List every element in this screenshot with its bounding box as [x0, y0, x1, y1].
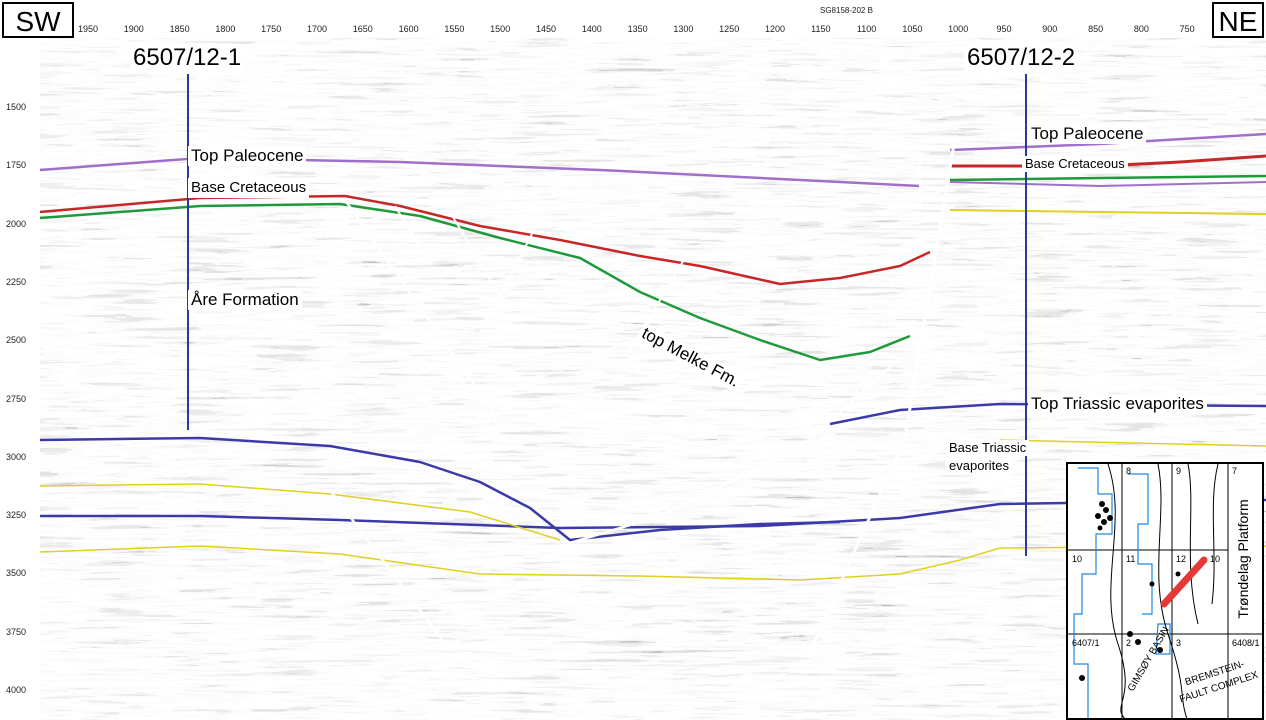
x-tick-label: 1050: [902, 24, 923, 34]
y-tick-label: 1500: [6, 102, 27, 112]
right-purple-horizon: [949, 181, 1266, 187]
x-tick-label: 1400: [581, 24, 602, 34]
yellow-horizon-3: [999, 439, 1266, 447]
map-block-10b: 10: [1210, 554, 1221, 564]
x-tick-label: 1600: [398, 24, 419, 34]
x-tick-label: 1250: [719, 24, 740, 34]
y-tick-label: 2000: [6, 218, 27, 229]
map-block-3: 3: [1176, 638, 1182, 648]
sw-corner-label: SW: [2, 2, 74, 38]
base-cretaceous-horizon-left: [39, 194, 931, 286]
x-tick-label: 1850: [169, 24, 190, 34]
x-tick-label: 1950: [77, 24, 99, 34]
ne-corner-label: NE: [1212, 2, 1264, 38]
fault-3: [449, 211, 536, 297]
x-tick-label: 1750: [261, 24, 282, 34]
x-tick-label: 1350: [627, 24, 648, 34]
label-top-paleocene-left: Top Paleocene: [188, 146, 307, 166]
map-block-8: 8: [1126, 466, 1132, 476]
map-block-6407-1: 6407/1: [1072, 638, 1100, 648]
label-base-cretaceous-right: Base Cretaceous: [1022, 156, 1128, 172]
map-block-11: 11: [1126, 554, 1136, 564]
x-tick-label: 800: [1133, 24, 1149, 34]
x-tick-label: 1300: [673, 24, 694, 34]
x-tick-label: 1450: [535, 24, 557, 34]
x-tick-label: 1650: [352, 24, 373, 34]
x-tick-label: 1900: [123, 24, 144, 34]
map-block-9: 9: [1176, 466, 1182, 476]
map-platform-label: Trøndelag Platform: [1235, 499, 1251, 619]
x-tick-label: 900: [1042, 24, 1058, 34]
well-label-6507-12-2: 6507/12-2: [964, 44, 1079, 72]
fault-2: [394, 205, 431, 265]
x-tick-label: 750: [1179, 24, 1195, 34]
y-tick-label: 2750: [6, 393, 27, 404]
x-tick-label: 950: [996, 24, 1012, 34]
map-block-12: 12: [1176, 554, 1187, 564]
y-tick-label: 2250: [6, 276, 27, 287]
label-top-paleocene-right: Top Paleocene: [1028, 124, 1147, 144]
map-block-10a: 10: [1072, 554, 1083, 564]
label-are-formation: Åre Formation: [188, 290, 302, 310]
yellow-horizon-1: [39, 483, 561, 541]
label-base-cretaceous-left: Base Cretaceous: [188, 178, 310, 198]
inset-location-map: 8 9 7 10 11 12 10 6407/1 2 3 6408/1 GIMS…: [1066, 462, 1264, 720]
top-paleocene-horizon-left: [39, 156, 921, 188]
x-tick-label: 1200: [764, 24, 786, 34]
x-tick-label: 1000: [948, 24, 969, 34]
y-tick-label: 1750: [6, 160, 27, 171]
right-yellow-horizon-upper: [949, 209, 1266, 215]
y-tick-label: 2500: [6, 335, 27, 346]
yellow-horizon-2: [39, 545, 1266, 581]
x-tick-label: 1150: [811, 24, 831, 34]
x-tick-label: 1550: [444, 24, 465, 34]
map-block-6408-1: 6408/1: [1232, 638, 1260, 648]
y-tick-label: 3000: [6, 451, 27, 462]
x-tick-label: 1100: [856, 24, 877, 34]
x-tick-label: 1700: [306, 24, 328, 34]
y-tick-label: 3750: [6, 626, 27, 637]
survey-label: SG8158-202 B: [820, 6, 873, 15]
label-base-triassic-1: Base Triassic: [946, 440, 1030, 456]
map-platform-label-box: Trøndelag Platform: [1228, 474, 1258, 644]
well-label-6507-12-1: 6507/12-1: [130, 44, 245, 72]
fault-6: [559, 357, 901, 548]
fault-5: [329, 489, 451, 651]
y-tick-label: 3250: [6, 510, 27, 521]
y-tick-label: 3500: [6, 568, 27, 579]
main-boundary-fault: [806, 137, 957, 657]
x-tick-label: 1800: [215, 24, 236, 34]
x-tick-label: 1500: [490, 24, 511, 34]
fault-1: [343, 199, 497, 415]
map-block-7: 7: [1232, 466, 1238, 476]
top-paleocene-horizon-right: [949, 132, 1266, 152]
label-top-triassic: Top Triassic evaporites: [1028, 394, 1207, 414]
top-melke-horizon-left: [39, 202, 911, 362]
label-base-triassic-2: evaporites: [946, 458, 1012, 474]
y-tick-label: 4000: [6, 685, 27, 695]
top-melke-horizon-right: [949, 174, 1266, 182]
map-block-2: 2: [1126, 638, 1132, 648]
x-tick-label: 850: [1088, 24, 1104, 34]
base-triassic-horizon: [40, 498, 1266, 530]
